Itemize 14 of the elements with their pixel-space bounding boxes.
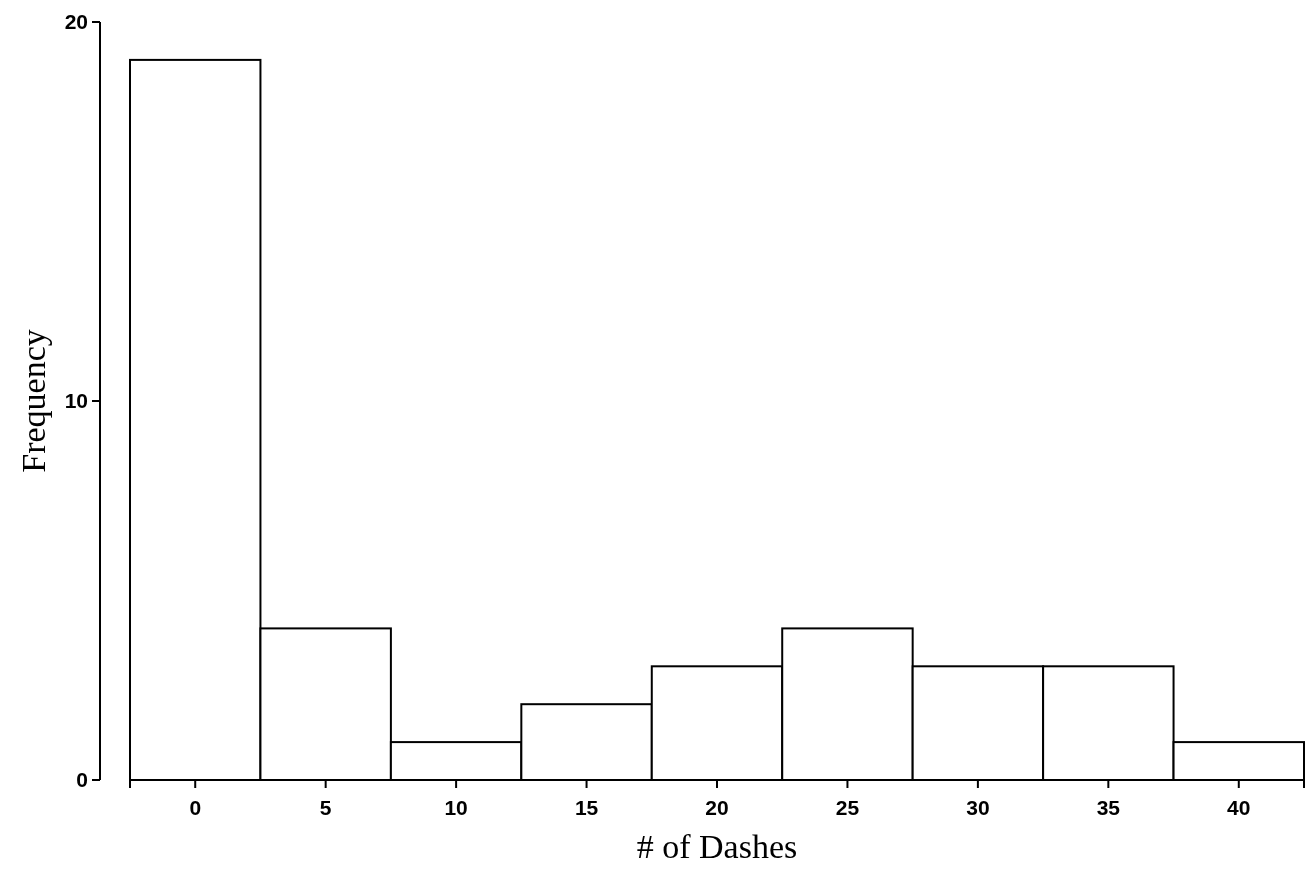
x-tick-label: 15	[574, 796, 599, 819]
y-tick-label: 0	[76, 768, 88, 792]
x-tick-label: 40	[1227, 796, 1251, 819]
x-tick-label: 30	[966, 796, 990, 819]
x-tick-label: 35	[1096, 796, 1121, 819]
x-tick-label: 20	[705, 796, 729, 819]
y-axis-title: Frequency	[15, 329, 52, 473]
x-axis-title: # of Dashes	[636, 828, 798, 865]
y-tick-label: 10	[64, 389, 88, 413]
x-tick-label: 10	[444, 796, 468, 819]
x-tick-label: 25	[835, 796, 860, 819]
y-tick-label: 20	[64, 10, 88, 34]
x-tick-label: 0	[189, 796, 202, 819]
x-tick-label: 5	[319, 796, 332, 819]
